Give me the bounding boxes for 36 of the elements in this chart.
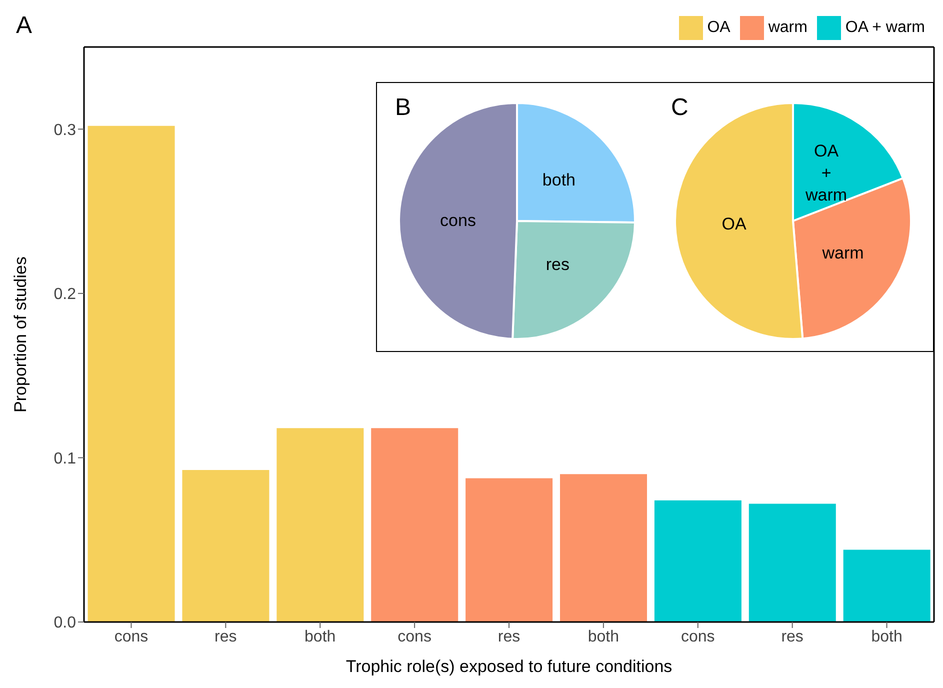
- x-tick-label: both: [304, 628, 336, 646]
- legend-label: warm: [768, 19, 808, 36]
- slice-label: cons: [440, 210, 476, 230]
- bar: [182, 470, 270, 622]
- x-tick-label: cons: [398, 628, 432, 646]
- bar: [88, 126, 175, 622]
- bar: [371, 428, 458, 622]
- slice-label: res: [546, 254, 570, 274]
- slice-label: warm: [821, 242, 864, 262]
- slice-label: OA: [722, 214, 747, 233]
- y-tick-label: 0.2: [54, 286, 76, 304]
- chart-title: B: [395, 94, 412, 121]
- y-tick-label: 0.3: [54, 122, 76, 139]
- bar: [466, 478, 553, 622]
- x-tick-label: cons: [114, 628, 148, 646]
- x-tick-label: res: [781, 628, 804, 646]
- x-tick-label: both: [871, 628, 902, 646]
- y-tick-label: 0.0: [54, 614, 76, 632]
- legend-label: OA: [707, 19, 730, 36]
- y-axis-title: Proportion of studies: [11, 256, 30, 412]
- x-tick-label: res: [214, 628, 237, 646]
- x-tick-label: cons: [680, 628, 715, 646]
- chart-title: C: [671, 94, 688, 121]
- bar: [748, 504, 836, 622]
- bar: [843, 550, 930, 622]
- legend-label: OA + warm: [845, 19, 925, 36]
- y-tick-label: 0.1: [54, 450, 76, 468]
- slice-label: both: [542, 170, 576, 190]
- x-axis-title: Trophic role(s) exposed to future conditions: [346, 657, 672, 676]
- bar: [560, 474, 647, 622]
- slice-label: OA + warm: [804, 140, 848, 204]
- bar: [654, 500, 742, 622]
- bar: [276, 428, 364, 622]
- x-tick-label: res: [498, 628, 520, 646]
- x-tick-label: both: [588, 628, 620, 646]
- chart-title: A: [16, 12, 32, 40]
